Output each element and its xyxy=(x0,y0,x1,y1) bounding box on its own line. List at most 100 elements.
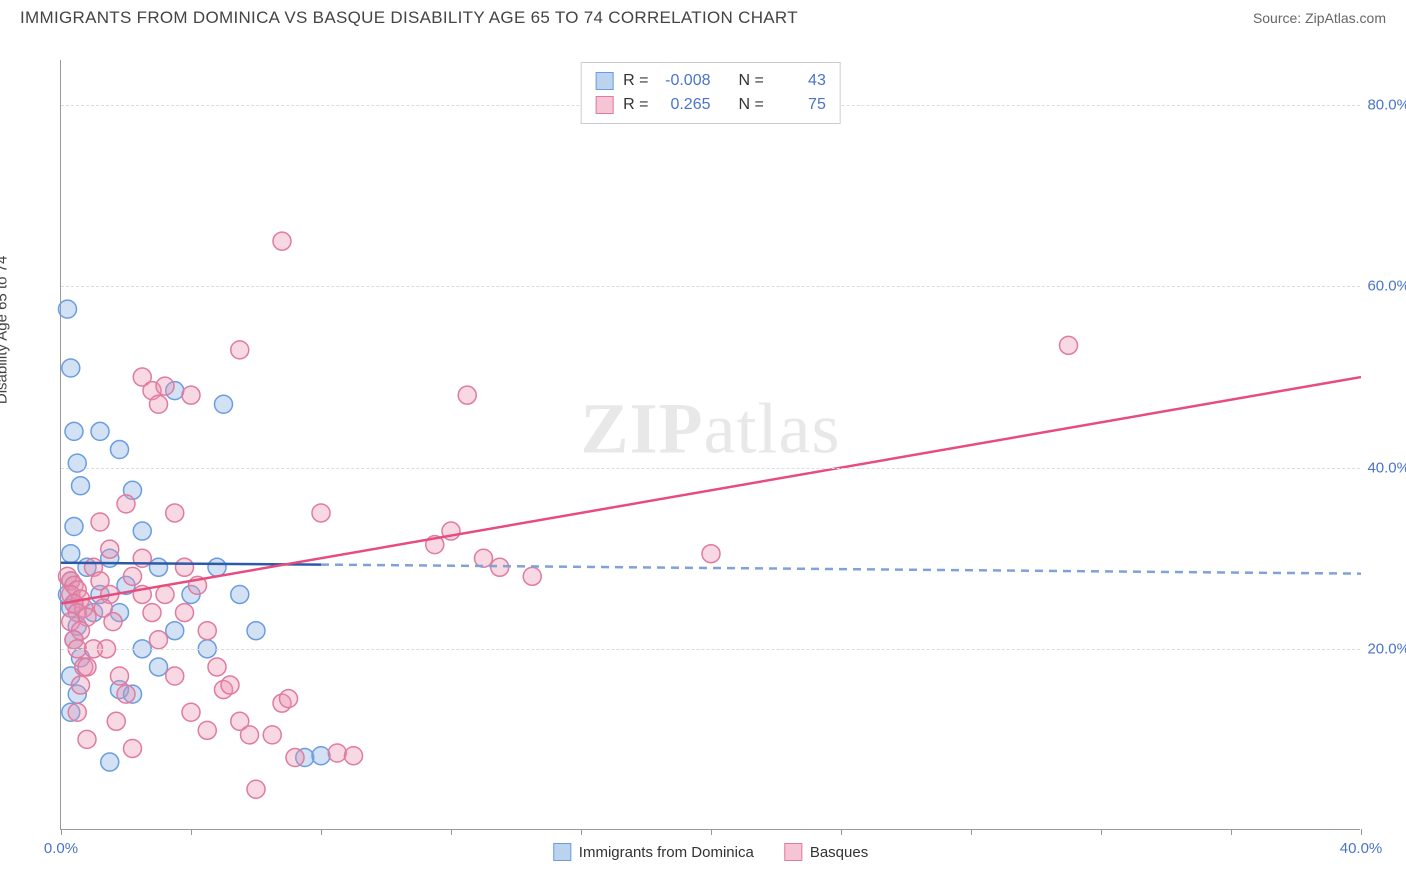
data-layer-svg xyxy=(61,60,1360,829)
data-point xyxy=(328,744,346,762)
gridline-h xyxy=(61,286,1360,287)
data-point xyxy=(133,522,151,540)
data-point xyxy=(263,726,281,744)
n-value-0: 43 xyxy=(774,69,826,93)
data-point xyxy=(176,558,194,576)
stats-row-series-0: R = -0.008 N = 43 xyxy=(595,69,826,93)
data-point xyxy=(345,747,363,765)
data-point xyxy=(247,780,265,798)
data-point xyxy=(702,545,720,563)
data-point xyxy=(156,585,174,603)
x-tick xyxy=(711,829,712,835)
data-point xyxy=(458,386,476,404)
x-tick xyxy=(971,829,972,835)
data-point xyxy=(280,690,298,708)
x-tick xyxy=(61,829,62,835)
data-point xyxy=(72,676,90,694)
r-value-0: -0.008 xyxy=(659,69,711,93)
x-tick xyxy=(1231,829,1232,835)
y-tick-label: 60.0% xyxy=(1367,278,1406,295)
stats-legend-box: R = -0.008 N = 43 R = 0.265 N = 75 xyxy=(580,62,841,124)
swatch-series-0 xyxy=(595,72,613,90)
y-axis-label: Disability Age 65 to 74 xyxy=(0,256,11,404)
data-point xyxy=(143,604,161,622)
data-point xyxy=(117,495,135,513)
trend-line xyxy=(321,565,1361,574)
plot-area: ZIPatlas R = -0.008 N = 43 R = 0.265 N =… xyxy=(60,60,1360,830)
data-point xyxy=(176,604,194,622)
data-point xyxy=(101,753,119,771)
n-value-1: 75 xyxy=(774,93,826,117)
data-point xyxy=(117,685,135,703)
data-point xyxy=(286,749,304,767)
legend-swatch-0 xyxy=(553,843,571,861)
data-point xyxy=(312,747,330,765)
data-point xyxy=(1060,336,1078,354)
data-point xyxy=(166,667,184,685)
data-point xyxy=(111,441,129,459)
data-point xyxy=(150,395,168,413)
source-attribution: Source: ZipAtlas.com xyxy=(1253,10,1386,26)
data-point xyxy=(182,703,200,721)
data-point xyxy=(68,703,86,721)
data-point xyxy=(208,558,226,576)
bottom-legend: Immigrants from Dominica Basques xyxy=(553,843,868,861)
x-tick-label: 0.0% xyxy=(44,840,78,857)
data-point xyxy=(208,658,226,676)
legend-label-1: Basques xyxy=(810,844,868,861)
swatch-series-1 xyxy=(595,96,613,114)
y-tick-label: 80.0% xyxy=(1367,97,1406,114)
stats-row-series-1: R = 0.265 N = 75 xyxy=(595,93,826,117)
data-point xyxy=(523,567,541,585)
gridline-h xyxy=(61,468,1360,469)
data-point xyxy=(107,712,125,730)
data-point xyxy=(124,739,142,757)
data-point xyxy=(68,454,86,472)
legend-item-0: Immigrants from Dominica xyxy=(553,843,754,861)
data-point xyxy=(104,613,122,631)
data-point xyxy=(150,658,168,676)
x-tick xyxy=(191,829,192,835)
data-point xyxy=(65,422,83,440)
data-point xyxy=(231,585,249,603)
x-tick xyxy=(321,829,322,835)
legend-label-0: Immigrants from Dominica xyxy=(579,844,754,861)
y-tick-label: 40.0% xyxy=(1367,459,1406,476)
data-point xyxy=(273,232,291,250)
data-point xyxy=(312,504,330,522)
data-point xyxy=(78,658,96,676)
correlation-chart: Disability Age 65 to 74 ZIPatlas R = -0.… xyxy=(20,45,1386,865)
trend-line xyxy=(61,377,1361,603)
legend-swatch-1 xyxy=(784,843,802,861)
data-point xyxy=(247,622,265,640)
gridline-h xyxy=(61,649,1360,650)
data-point xyxy=(241,726,259,744)
data-point xyxy=(111,667,129,685)
data-point xyxy=(91,422,109,440)
data-point xyxy=(150,558,168,576)
data-point xyxy=(91,513,109,531)
data-point xyxy=(72,477,90,495)
x-tick xyxy=(1361,829,1362,835)
data-point xyxy=(156,377,174,395)
data-point xyxy=(65,518,83,536)
x-tick xyxy=(1101,829,1102,835)
data-point xyxy=(62,359,80,377)
data-point xyxy=(62,545,80,563)
data-point xyxy=(231,341,249,359)
x-tick-label: 40.0% xyxy=(1340,840,1383,857)
data-point xyxy=(198,622,216,640)
data-point xyxy=(198,721,216,739)
data-point xyxy=(124,567,142,585)
r-value-1: 0.265 xyxy=(659,93,711,117)
chart-title: IMMIGRANTS FROM DOMINICA VS BASQUE DISAB… xyxy=(20,8,798,28)
data-point xyxy=(166,622,184,640)
data-point xyxy=(59,300,77,318)
data-point xyxy=(166,504,184,522)
data-point xyxy=(78,730,96,748)
x-tick xyxy=(841,829,842,835)
data-point xyxy=(101,540,119,558)
data-point xyxy=(475,549,493,567)
data-point xyxy=(215,395,233,413)
data-point xyxy=(150,631,168,649)
